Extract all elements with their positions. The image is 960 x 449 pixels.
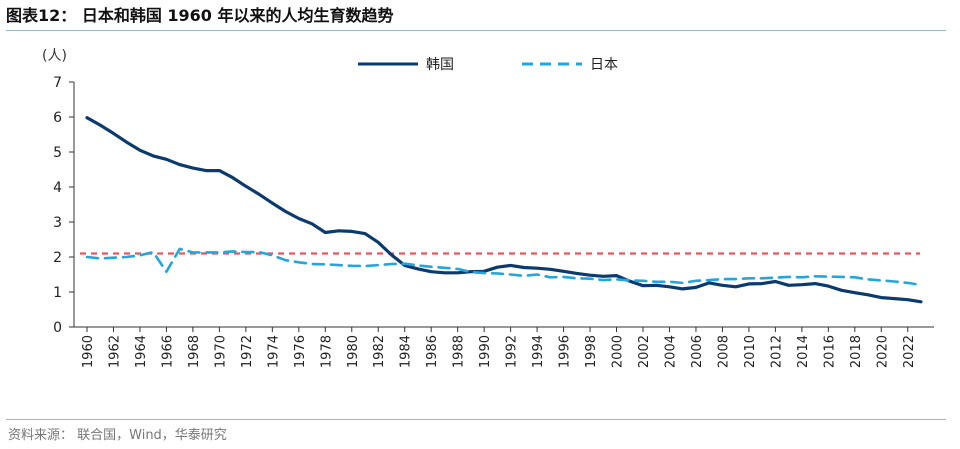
x-tick-label: 2008 [716, 335, 731, 368]
x-tick-label: 2022 [902, 335, 917, 368]
y-tick-label: 5 [53, 145, 62, 161]
y-tick-label: 1 [53, 285, 62, 301]
x-tick-label: 1972 [240, 335, 255, 368]
y-tick-label: 6 [53, 110, 62, 126]
series-layer [85, 116, 923, 304]
x-tick-label: 1990 [478, 335, 493, 368]
x-tick-label: 1962 [107, 335, 122, 368]
figure-title: 图表12： 日本和韩国 1960 年以来的人均生育数趋势 [6, 6, 394, 25]
y-tick-label: 2 [53, 250, 62, 266]
x-tick-label: 2016 [822, 335, 837, 368]
fertility-line-chart: (人) 韩国 日本 0 1 2 3 4 5 6 7 1960 1962 1964 1966 1968 197… [42, 48, 934, 368]
x-tick-label: 2004 [663, 335, 678, 368]
x-tick-label: 2014 [796, 335, 811, 368]
x-tick-label: 1960 [81, 335, 96, 368]
x-tick-label: 1988 [452, 335, 467, 368]
x-tick-label: 1970 [213, 335, 228, 368]
x-tick-label: 1984 [399, 335, 414, 368]
x-tick-label: 1976 [293, 335, 308, 368]
x-tick-label: 1978 [319, 335, 334, 368]
x-tick-label: 2000 [611, 335, 626, 368]
y-tick-label: 4 [53, 180, 62, 196]
y-tick-label: 3 [53, 215, 62, 231]
x-tick-label: 1968 [187, 335, 202, 368]
x-tick-label: 2002 [637, 335, 652, 368]
x-tick-label: 1982 [372, 335, 387, 368]
axes-layer: 0 1 2 3 4 5 6 7 1960 1962 1964 1966 1968 1970 1972 1974… [53, 75, 934, 368]
x-tick-label: 1986 [425, 335, 440, 368]
legend-label: 韩国 [426, 57, 454, 73]
y-axis-unit-label: (人) [42, 48, 67, 64]
source-note: 资料来源： 联合国，Wind，华泰研究 [8, 428, 227, 443]
x-tick-label: 2010 [743, 335, 758, 368]
x-tick-label: 2018 [849, 335, 864, 368]
x-tick-label: 2006 [690, 335, 705, 368]
x-tick-label: 1974 [266, 335, 281, 368]
x-tick-label: 1992 [505, 335, 520, 368]
korea-series-line [85, 116, 923, 304]
header-divider [6, 30, 946, 31]
x-tick-label: 1994 [531, 335, 546, 368]
x-tick-label: 1980 [346, 335, 361, 368]
x-tick-label: 1964 [134, 335, 149, 368]
x-tick-label: 2020 [875, 335, 890, 368]
x-tick-label: 2012 [769, 335, 784, 368]
japan-series-line [85, 247, 923, 287]
x-tick-label: 1966 [160, 335, 175, 368]
footer-divider [6, 419, 946, 420]
x-tick-label: 1998 [584, 335, 599, 368]
legend-label: 日本 [590, 57, 618, 73]
y-tick-label: 7 [53, 75, 62, 91]
y-tick-label: 0 [53, 320, 62, 336]
chart-legend: 韩国 日本 [358, 57, 618, 73]
x-tick-label: 1996 [558, 335, 573, 368]
